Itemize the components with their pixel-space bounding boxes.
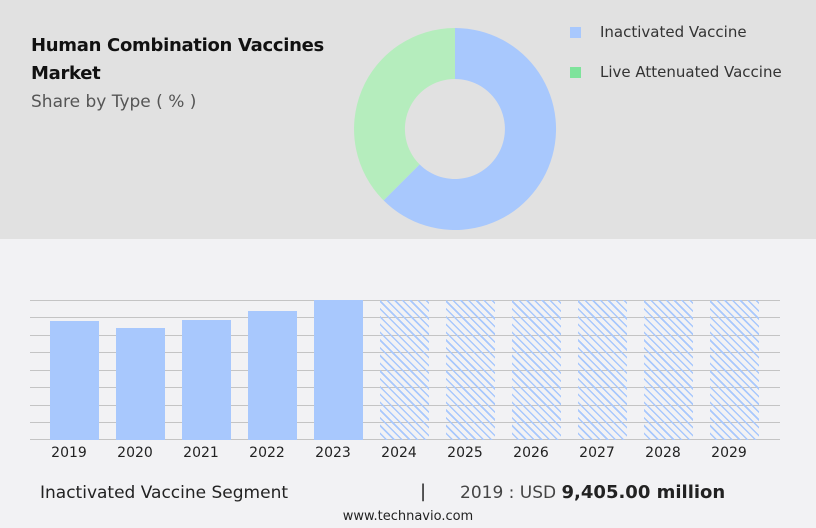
bar-2019	[50, 321, 99, 440]
footer-divider: |	[420, 481, 427, 502]
donut-slice-live-attenuated	[354, 28, 455, 201]
legend-label: Live Attenuated Vaccine	[600, 63, 782, 81]
legend-item-live-attenuated: Live Attenuated Vaccine	[570, 52, 782, 92]
bar-2027-forecast	[578, 300, 627, 440]
donut-slice-inactivated	[383, 27, 557, 231]
bar-2025-forecast	[446, 300, 495, 440]
bar-2024-forecast	[380, 300, 429, 440]
source-url: www.technavio.com	[342, 509, 474, 524]
bar-2028-forecast	[644, 300, 693, 440]
x-tick-label: 2024	[381, 445, 417, 461]
x-tick-label: 2022	[249, 445, 285, 461]
bar-2029-forecast	[710, 300, 759, 440]
bar-2023	[314, 300, 363, 440]
legend-item-inactivated: Inactivated Vaccine	[570, 12, 782, 52]
segment-label: Inactivated Vaccine Segment	[40, 483, 289, 503]
bar-2021	[182, 320, 231, 440]
x-tick-label: 2021	[183, 445, 219, 461]
segment-value-prefix: 2019 : USD	[460, 483, 562, 503]
legend-label: Inactivated Vaccine	[600, 23, 747, 41]
x-tick-label: 2029	[711, 445, 747, 461]
x-tick-label: 2020	[117, 445, 153, 461]
chart-title: Human Combination Vaccines Market	[31, 35, 324, 84]
bar-chart	[30, 300, 780, 440]
bar-2022	[248, 311, 297, 440]
x-tick-label: 2026	[513, 445, 549, 461]
x-tick-label: 2028	[645, 445, 681, 461]
segment-value: 2019 : USD 9,405.00 million	[460, 482, 725, 503]
x-tick-label: 2019	[51, 445, 87, 461]
bar-2026-forecast	[512, 300, 561, 440]
donut-chart	[354, 27, 557, 231]
legend-swatch-icon	[570, 26, 581, 38]
legend-swatch-icon	[570, 66, 581, 78]
chart-subtitle: Share by Type ( % )	[31, 92, 197, 112]
bar-2020	[116, 328, 165, 440]
segment-value-amount: 9,405.00 million	[561, 482, 726, 503]
x-tick-label: 2025	[447, 445, 483, 461]
legend: Inactivated Vaccine Live Attenuated Vacc…	[570, 12, 782, 92]
x-tick-label: 2027	[579, 445, 615, 461]
x-tick-label: 2023	[315, 445, 351, 461]
